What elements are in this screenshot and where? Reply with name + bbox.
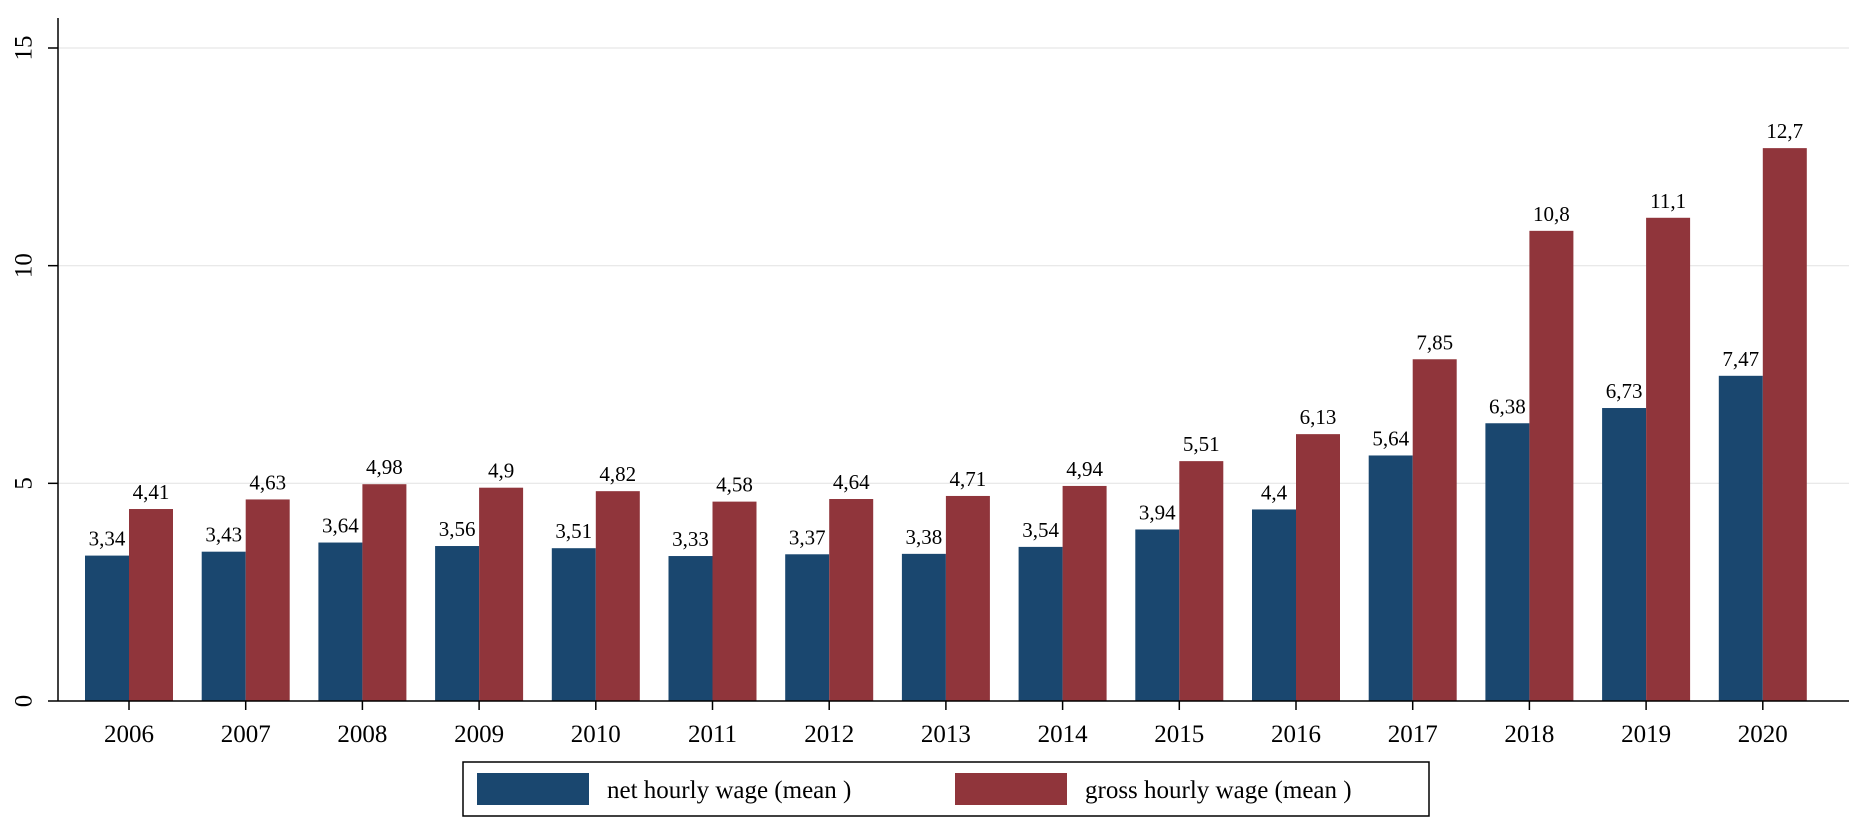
bar-gross-2011	[712, 501, 757, 701]
data-label-gross-2007: 4,63	[249, 470, 286, 494]
bar-net-2017	[1368, 455, 1413, 701]
bar-gross-2010	[595, 491, 640, 701]
bar-net-2016	[1252, 509, 1296, 701]
data-label-gross-2020: 12,7	[1766, 119, 1803, 143]
data-label-net-2014: 3,54	[1022, 518, 1059, 542]
data-label-net-2007: 3,43	[205, 523, 242, 547]
legend-swatch-net	[477, 773, 589, 805]
data-label-gross-2006: 4,41	[133, 480, 170, 504]
data-label-gross-2009: 4,9	[488, 459, 514, 483]
x-tick-label: 2010	[571, 721, 621, 748]
bar-net-2010	[551, 548, 596, 701]
bar-gross-2012	[829, 499, 874, 701]
data-label-net-2016: 4,4	[1261, 480, 1288, 504]
data-label-gross-2014: 4,94	[1066, 457, 1103, 481]
bar-net-2018	[1485, 423, 1530, 701]
x-tick-label: 2011	[688, 721, 737, 748]
data-label-net-2009: 3,56	[439, 517, 476, 541]
legend-label-net: net hourly wage (mean )	[607, 777, 851, 804]
data-label-gross-2011: 4,58	[716, 473, 753, 497]
data-label-net-2008: 3,64	[322, 514, 359, 538]
legend-swatch-gross	[955, 773, 1067, 805]
data-label-gross-2008: 4,98	[366, 455, 403, 479]
bar-net-2009	[435, 546, 480, 701]
data-label-gross-2019: 11,1	[1650, 189, 1686, 213]
bar-net-2019	[1602, 408, 1647, 701]
x-tick-label: 2016	[1271, 721, 1321, 748]
x-tick-label: 2006	[104, 721, 154, 748]
x-tick-label: 2009	[454, 721, 504, 748]
bar-net-2008	[318, 542, 363, 701]
grid-layer	[58, 47, 1849, 484]
bar-gross-2006	[129, 509, 173, 701]
x-tick-label: 2019	[1621, 721, 1671, 748]
x-tick-label: 2018	[1504, 721, 1554, 748]
data-label-net-2011: 3,33	[672, 527, 709, 551]
data-label-gross-2013: 4,71	[950, 467, 987, 491]
bar-gross-2008	[362, 484, 407, 701]
bar-gross-2019	[1646, 217, 1691, 701]
bar-gross-2020	[1762, 148, 1807, 702]
bar-gross-2009	[479, 487, 524, 701]
legend-label-gross: gross hourly wage (mean )	[1085, 777, 1352, 804]
data-label-net-2012: 3,37	[789, 525, 826, 549]
data-label-net-2019: 6,73	[1606, 379, 1643, 403]
bar-gross-2013	[945, 495, 990, 701]
data-labels-layer: 3,34 4,41 3,43 4,63 3,64 4,98 3,56 4,9 3,51 4,82 3…	[89, 119, 1804, 551]
x-tick-label: 2007	[221, 721, 271, 748]
x-tick-label: 2014	[1038, 721, 1089, 748]
data-label-gross-2012: 4,64	[833, 470, 870, 494]
bar-net-2014	[1018, 546, 1063, 701]
y-tick-label: 10	[11, 253, 38, 278]
data-label-gross-2017: 7,85	[1416, 330, 1453, 354]
legend: net hourly wage (mean ) gross hourly wage…	[462, 761, 1430, 817]
bar-net-2012	[785, 554, 830, 701]
data-label-gross-2010: 4,82	[599, 462, 636, 486]
bar-net-2011	[668, 556, 713, 701]
bar-gross-2016	[1296, 434, 1340, 701]
y-axis: 0 5 10 15	[11, 18, 59, 707]
data-label-net-2020: 7,47	[1722, 347, 1759, 371]
x-tick-label: 2012	[804, 721, 854, 748]
bar-net-2015	[1135, 529, 1180, 701]
y-tick-label: 15	[11, 36, 38, 61]
x-tick-label: 2013	[921, 721, 971, 748]
legend-box	[462, 761, 1430, 817]
data-label-gross-2018: 10,8	[1533, 202, 1570, 226]
data-label-net-2018: 6,38	[1489, 394, 1526, 418]
y-tick-label: 0	[11, 695, 38, 708]
y-tick-label: 5	[11, 477, 38, 490]
data-label-net-2015: 3,94	[1139, 500, 1176, 524]
x-axis: 2006 2007 2008 2009 2010 2011 2012 2013 2014 2015…	[58, 700, 1849, 748]
data-label-gross-2015: 5,51	[1183, 432, 1220, 456]
x-tick-label: 2015	[1154, 721, 1204, 748]
x-tick-label: 2017	[1388, 721, 1438, 748]
bars-layer	[85, 148, 1807, 702]
data-label-net-2017: 5,64	[1372, 426, 1409, 450]
bar-net-2007	[201, 551, 246, 701]
bar-gross-2015	[1179, 461, 1224, 701]
x-tick-label: 2020	[1738, 721, 1788, 748]
bar-gross-2014	[1062, 485, 1107, 701]
bar-gross-2007	[245, 499, 290, 701]
bar-net-2013	[901, 553, 946, 701]
bar-gross-2017	[1412, 359, 1457, 701]
x-tick-label: 2008	[337, 721, 387, 748]
data-label-net-2013: 3,38	[906, 525, 943, 549]
bar-net-2020	[1718, 375, 1763, 701]
data-label-gross-2016: 6,13	[1300, 405, 1337, 429]
data-label-net-2010: 3,51	[555, 519, 592, 543]
bar-gross-2018	[1529, 230, 1574, 701]
bar-net-2006	[85, 555, 129, 701]
data-label-net-2006: 3,34	[89, 527, 126, 551]
